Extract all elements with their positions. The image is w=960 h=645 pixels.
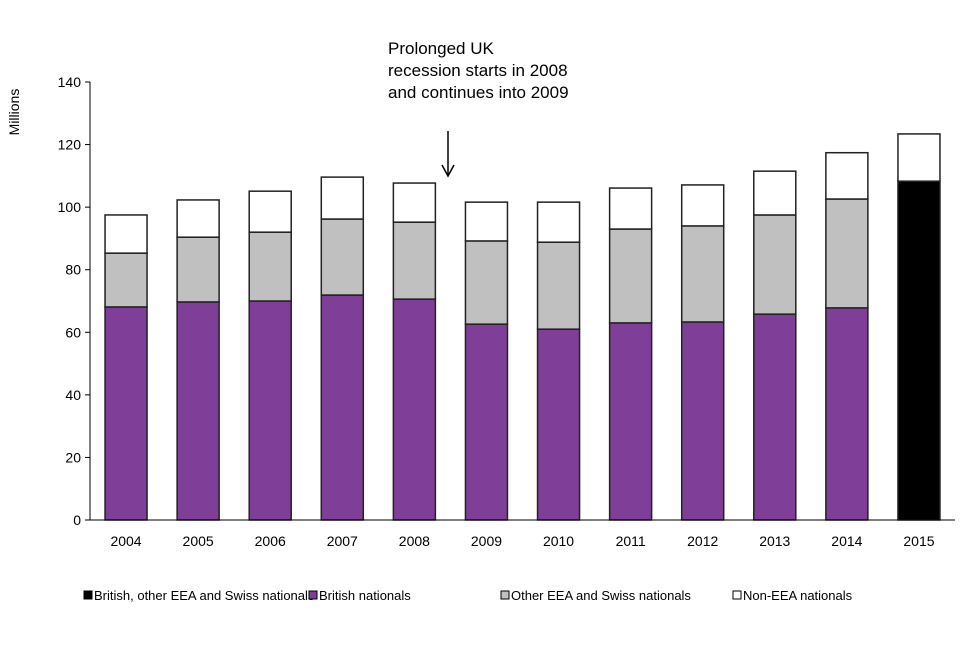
bar-2014-non-eea-nationals: [825, 151, 869, 200]
y-tick-label: 120: [58, 137, 82, 153]
legend-label: British, other EEA and Swiss nationals: [94, 588, 315, 603]
x-tick-label: 2006: [255, 533, 286, 549]
bar-2006-non-eea-nationals: [248, 190, 292, 233]
bar-2007-non-eea-nationals: [320, 176, 365, 220]
x-tick-label: 2007: [327, 533, 358, 549]
bar-2013-other-eea-and-swiss-nationals: [753, 214, 797, 315]
y-tick-label: 100: [58, 199, 82, 215]
legend-swatch: [500, 590, 510, 600]
bar-2012-other-eea-and-swiss-nationals: [680, 225, 725, 323]
legend-label: British nationals: [319, 588, 411, 603]
x-tick-label: 2010: [543, 533, 574, 549]
y-axis: 0 20 40 60 80 100 120 140: [58, 74, 91, 528]
bar-2012-british-nationals: [680, 321, 725, 521]
bar-2011-non-eea-nationals: [608, 187, 653, 230]
bar-2009-british-nationals: [464, 323, 509, 521]
bar-2005-other-eea-and-swiss-nationals: [176, 236, 220, 303]
legend: British, other EEA and Swiss nationals Br…: [83, 588, 853, 603]
bars: [104, 133, 941, 521]
bar-2011-british-nationals: [608, 322, 653, 521]
bar-2014-british-nationals: [825, 307, 869, 521]
y-tick-label: 0: [73, 512, 81, 528]
x-tick-label: 2013: [759, 533, 790, 549]
annotation: Prolonged UK recession starts in 2008 an…: [388, 39, 569, 178]
y-tick-label: 20: [65, 449, 81, 465]
bar-2009-non-eea-nationals: [464, 201, 509, 242]
x-tick-label: 2004: [110, 533, 141, 549]
legend-swatch: [83, 590, 93, 600]
bar-2008-british-nationals: [392, 298, 437, 521]
y-tick-label: 140: [58, 74, 82, 90]
bar-2004-british-nationals: [104, 306, 148, 521]
bar-2008-non-eea-nationals: [392, 182, 437, 223]
y-tick-label: 60: [65, 324, 81, 340]
annotation-line-3: and continues into 2009: [388, 83, 569, 102]
bar-2009-other-eea-and-swiss-nationals: [464, 240, 509, 325]
bar-2005-british-nationals: [176, 301, 220, 521]
legend-swatch: [308, 590, 318, 600]
y-tick-label: 40: [65, 387, 81, 403]
bar-2015-british-other-eea-and-swiss-nationals: [897, 180, 941, 521]
bar-2005-non-eea-nationals: [176, 199, 220, 238]
annotation-line-2: recession starts in 2008: [388, 61, 568, 80]
bar-2006-british-nationals: [248, 300, 292, 521]
legend-swatch: [732, 590, 742, 600]
bar-2010-non-eea-nationals: [536, 201, 581, 243]
bar-2011-other-eea-and-swiss-nationals: [608, 228, 653, 324]
bar-2010-other-eea-and-swiss-nationals: [536, 241, 581, 330]
legend-label: Non-EEA nationals: [743, 588, 853, 603]
bar-2015-non-eea-nationals: [897, 133, 941, 182]
x-tick-label: 2005: [183, 533, 214, 549]
bar-2013-non-eea-nationals: [753, 170, 797, 216]
x-tick-label: 2012: [687, 533, 718, 549]
bar-2006-other-eea-and-swiss-nationals: [248, 231, 292, 302]
bar-2007-other-eea-and-swiss-nationals: [320, 218, 365, 296]
bar-2013-british-nationals: [753, 313, 797, 521]
x-tick-label: 2011: [616, 533, 646, 549]
bar-2014-other-eea-and-swiss-nationals: [825, 198, 869, 309]
x-tick-label: 2015: [903, 533, 934, 549]
x-tick-label: 2009: [471, 533, 502, 549]
bar-2007-british-nationals: [320, 294, 365, 521]
legend-label: Other EEA and Swiss nationals: [511, 588, 691, 603]
x-tick-label: 2014: [831, 533, 862, 549]
bar-2010-british-nationals: [536, 328, 581, 521]
bar-2004-non-eea-nationals: [104, 214, 148, 254]
y-axis-label: Millions: [6, 89, 22, 136]
x-tick-label: 2008: [399, 533, 430, 549]
bar-2012-non-eea-nationals: [680, 184, 725, 227]
bar-2008-other-eea-and-swiss-nationals: [392, 221, 437, 300]
x-axis: 2004 2005 2006 2007 2008 2009 2010 2011 2012 2013…: [90, 519, 955, 549]
arrow-down-icon: [441, 131, 455, 178]
y-tick-label: 80: [65, 262, 81, 278]
bar-2004-other-eea-and-swiss-nationals: [104, 252, 148, 308]
annotation-line-1: Prolonged UK: [388, 39, 495, 58]
